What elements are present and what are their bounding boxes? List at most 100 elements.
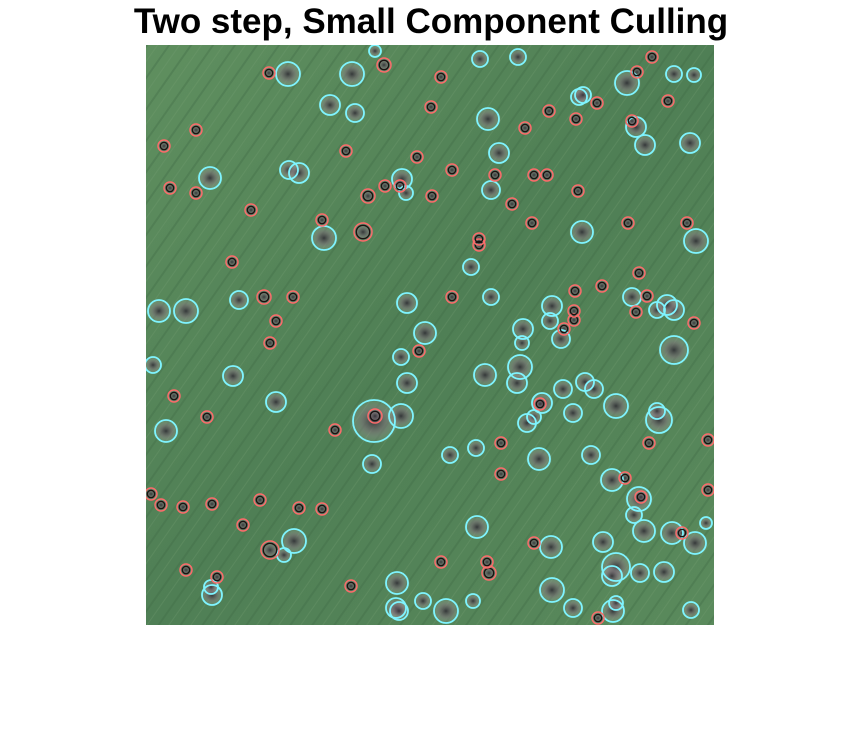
- small-component-outer-circle: [621, 216, 635, 230]
- soil-patch: [463, 514, 491, 540]
- small-component-outer-circle: [567, 304, 581, 318]
- small-component-inner-circle: [191, 188, 201, 198]
- soil-patch: [261, 66, 277, 80]
- large-component-circle: [433, 598, 459, 624]
- large-component-circle: [506, 372, 528, 394]
- small-component-inner-circle: [620, 473, 630, 483]
- small-component-outer-circle: [179, 563, 193, 577]
- large-component-circle: [531, 392, 553, 414]
- soil-patch: [196, 165, 224, 191]
- small-component-inner-circle: [414, 346, 424, 356]
- large-component-circle: [507, 354, 533, 380]
- small-component-outer-circle: [236, 518, 250, 532]
- small-component-outer-circle: [146, 487, 158, 501]
- soil-patch: [526, 536, 542, 550]
- small-component-inner-circle: [427, 191, 437, 201]
- small-component-outer-circle: [445, 163, 459, 177]
- large-component-circle: [467, 439, 485, 457]
- large-component-circle: [527, 447, 551, 471]
- small-component-outer-circle: [540, 168, 554, 182]
- soil-patch: [686, 316, 702, 330]
- small-component-inner-circle: [262, 542, 278, 558]
- soil-patch: [664, 65, 684, 83]
- soil-patch: [652, 561, 676, 583]
- small-component-inner-circle: [570, 286, 580, 296]
- small-component-outer-circle: [189, 186, 203, 200]
- small-component-inner-circle: [255, 495, 265, 505]
- small-component-outer-circle: [376, 57, 392, 73]
- figure-title: Two step, Small Component Culling: [133, 2, 729, 41]
- soil-patch: [658, 520, 686, 546]
- small-component-inner-circle: [191, 125, 201, 135]
- small-component-inner-circle: [529, 538, 539, 548]
- large-component-circle: [265, 391, 287, 413]
- large-component-circle: [632, 519, 656, 543]
- small-component-outer-circle: [344, 579, 358, 593]
- aerial-field-image: [146, 45, 714, 625]
- large-component-circle: [648, 402, 666, 420]
- soil-patch: [679, 216, 695, 230]
- large-component-circle: [275, 61, 301, 87]
- small-component-inner-circle: [412, 152, 422, 162]
- soil-patch: [629, 563, 651, 583]
- soil-patch: [243, 203, 259, 217]
- large-component-circle: [368, 45, 382, 58]
- small-component-inner-circle: [178, 502, 188, 512]
- soil-patch: [338, 144, 354, 158]
- large-component-circle: [362, 454, 382, 474]
- small-component-outer-circle: [505, 197, 519, 211]
- small-component-inner-circle: [159, 141, 169, 151]
- soil-patch: [152, 418, 180, 444]
- soil-patch: [524, 216, 540, 230]
- soil-patch: [431, 597, 461, 625]
- soil-patch: [537, 534, 565, 560]
- soil-patch: [567, 284, 583, 298]
- small-component-outer-circle: [328, 423, 342, 437]
- soil-patch: [264, 391, 288, 413]
- large-component-circle: [203, 579, 219, 595]
- soil-patch: [221, 365, 245, 387]
- soil-patch: [235, 518, 251, 532]
- small-component-inner-circle: [592, 98, 602, 108]
- small-component-inner-circle: [544, 106, 554, 116]
- soil-patch: [657, 334, 691, 366]
- small-component-inner-circle: [202, 412, 212, 422]
- large-component-circle: [201, 584, 223, 606]
- small-component-inner-circle: [146, 489, 156, 499]
- small-component-inner-circle: [703, 435, 713, 445]
- small-component-inner-circle: [288, 292, 298, 302]
- small-component-outer-circle: [163, 181, 177, 195]
- small-component-outer-circle: [424, 100, 438, 114]
- soil-patch: [423, 100, 439, 114]
- large-component-circle: [541, 312, 559, 330]
- large-component-circle: [392, 348, 410, 366]
- large-component-circle: [385, 597, 407, 619]
- small-component-inner-circle: [330, 425, 340, 435]
- small-component-outer-circle: [701, 483, 714, 497]
- large-component-circle: [465, 515, 489, 539]
- soil-patch: [598, 467, 626, 493]
- small-component-outer-circle: [632, 266, 646, 280]
- soil-patch: [470, 50, 490, 68]
- soil-patch: [224, 255, 240, 269]
- large-component-circle: [656, 294, 678, 316]
- small-component-outer-circle: [687, 316, 701, 330]
- small-component-outer-circle: [434, 555, 448, 569]
- large-component-circle: [660, 521, 684, 545]
- soil-patch: [391, 348, 411, 366]
- large-component-circle: [630, 563, 650, 583]
- small-component-outer-circle: [256, 289, 272, 305]
- large-component-circle: [679, 132, 701, 154]
- soil-patch: [540, 295, 564, 317]
- small-component-outer-circle: [425, 189, 439, 203]
- soil-patch: [383, 570, 411, 596]
- large-component-circle: [396, 292, 418, 314]
- large-component-circle: [553, 379, 573, 399]
- large-component-circle: [563, 598, 583, 618]
- soil-patch: [279, 527, 309, 555]
- small-component-inner-circle: [623, 218, 633, 228]
- soil-patch: [562, 403, 584, 423]
- soil-patch: [487, 168, 503, 182]
- large-component-circle: [683, 228, 709, 254]
- small-component-outer-circle: [518, 121, 532, 135]
